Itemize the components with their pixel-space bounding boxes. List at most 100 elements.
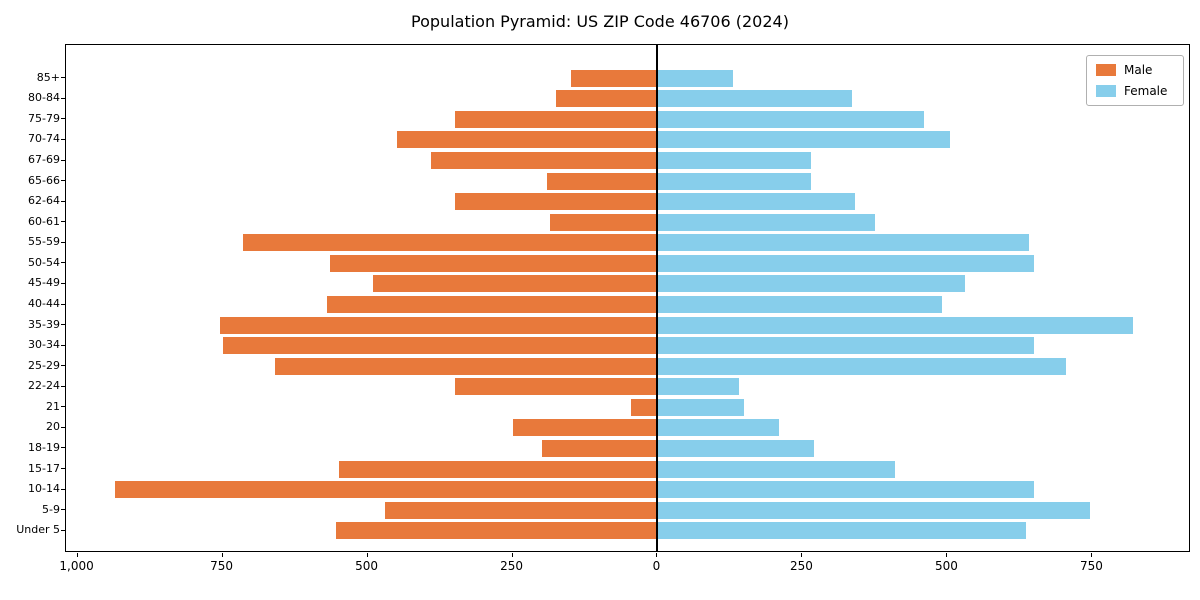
- bar-female: [657, 110, 925, 128]
- y-tick-mark: [61, 200, 65, 202]
- bar-female: [657, 234, 1029, 252]
- y-tick-mark: [61, 282, 65, 284]
- y-tick-mark: [61, 159, 65, 161]
- bar-male: [115, 481, 658, 499]
- bar-male: [454, 110, 658, 128]
- y-tick-label: 20: [46, 420, 60, 434]
- bar-female: [657, 193, 855, 211]
- bar-female: [657, 357, 1067, 375]
- x-tick-label: 250: [790, 559, 813, 573]
- bar-female: [657, 522, 1026, 540]
- y-tick-mark: [61, 77, 65, 79]
- y-tick-mark: [61, 118, 65, 120]
- bar-female: [657, 90, 852, 108]
- y-tick-mark: [61, 241, 65, 243]
- bar-female: [657, 337, 1035, 355]
- bar-female: [657, 316, 1133, 334]
- bar-male: [373, 275, 658, 293]
- x-tick-mark: [76, 553, 78, 557]
- bars-container: [66, 45, 1189, 551]
- y-tick-mark: [61, 365, 65, 367]
- female-legend-swatch-icon: [1096, 85, 1116, 97]
- x-tick-label: 0: [652, 559, 661, 573]
- y-tick-label: 60-61: [28, 214, 60, 228]
- bar-female: [657, 296, 942, 313]
- x-tick-label: 500: [934, 559, 958, 573]
- bar-male: [512, 419, 658, 437]
- bar-male: [222, 337, 658, 355]
- x-tick-label: 500: [355, 559, 378, 573]
- y-tick-mark: [61, 385, 65, 387]
- bar-male: [274, 357, 658, 375]
- x-tick-mark: [221, 553, 223, 557]
- bar-female: [657, 460, 896, 478]
- bar-female: [657, 439, 815, 457]
- bar-male: [550, 213, 658, 231]
- y-tick-label: 75-79: [28, 111, 60, 125]
- bar-female: [657, 69, 733, 87]
- bar-male: [219, 316, 658, 334]
- x-tick-mark: [1091, 553, 1093, 557]
- plot-area: Male Female: [65, 44, 1190, 552]
- female-legend-label: Female: [1124, 84, 1168, 98]
- bar-female: [657, 378, 739, 396]
- y-tick-label: 22-24: [28, 379, 60, 393]
- y-tick-mark: [61, 180, 65, 182]
- bar-male: [454, 378, 658, 396]
- x-tick-mark: [946, 553, 948, 557]
- bar-male: [326, 296, 658, 313]
- y-tick-label: 40-44: [28, 297, 60, 310]
- y-tick-label: 21: [46, 399, 60, 413]
- y-tick-mark: [61, 406, 65, 408]
- bar-female: [657, 501, 1090, 519]
- bar-female: [657, 419, 780, 437]
- bar-male: [338, 460, 658, 478]
- x-tick-label: 250: [500, 559, 523, 573]
- y-tick-label: 65-66: [28, 173, 60, 187]
- y-tick-label: 25-29: [28, 358, 60, 372]
- x-tick-mark: [656, 553, 658, 557]
- y-tick-mark: [61, 138, 65, 140]
- bar-male: [454, 193, 658, 211]
- y-tick-label: 50-54: [28, 255, 60, 269]
- x-tick-mark: [511, 553, 513, 557]
- bar-female: [657, 398, 745, 416]
- legend-entry-male: Male: [1096, 63, 1174, 77]
- y-tick-mark: [61, 447, 65, 449]
- y-tick-label: 35-39: [28, 317, 60, 331]
- bar-male: [541, 439, 658, 457]
- bar-male: [431, 152, 658, 170]
- y-tick-label: 62-64: [28, 194, 60, 208]
- y-tick-label: 18-19: [28, 440, 60, 454]
- y-tick-mark: [61, 303, 65, 305]
- bar-male: [396, 131, 658, 149]
- x-tick-mark: [366, 553, 368, 557]
- male-legend-label: Male: [1124, 63, 1153, 77]
- y-tick-mark: [61, 468, 65, 470]
- y-tick-mark: [61, 324, 65, 326]
- zero-axis-line: [656, 45, 659, 551]
- y-tick-label: 85+: [36, 70, 60, 84]
- y-tick-label: 5-9: [42, 502, 60, 516]
- bar-male: [335, 522, 658, 540]
- y-tick-mark: [61, 221, 65, 223]
- x-tick-label: 750: [1079, 559, 1103, 573]
- bar-female: [657, 213, 875, 231]
- y-tick-label: 15-17: [28, 461, 60, 475]
- y-tick-mark: [61, 488, 65, 490]
- y-tick-label: 55-59: [28, 235, 60, 249]
- legend-entry-female: Female: [1096, 84, 1174, 98]
- y-tick-mark: [61, 426, 65, 428]
- y-tick-label: 30-34: [28, 338, 60, 352]
- bar-male: [547, 172, 658, 190]
- bar-female: [657, 254, 1035, 272]
- x-tick-label: 750: [210, 559, 234, 573]
- y-tick-mark: [61, 97, 65, 99]
- y-tick-label: 67-69: [28, 153, 60, 167]
- bar-female: [657, 481, 1035, 499]
- y-tick-label: 80-84: [28, 91, 60, 105]
- chart-title: Population Pyramid: US ZIP Code 46706 (2…: [411, 12, 789, 31]
- bar-male: [570, 69, 658, 87]
- bar-male: [329, 254, 658, 272]
- y-tick-mark: [61, 344, 65, 346]
